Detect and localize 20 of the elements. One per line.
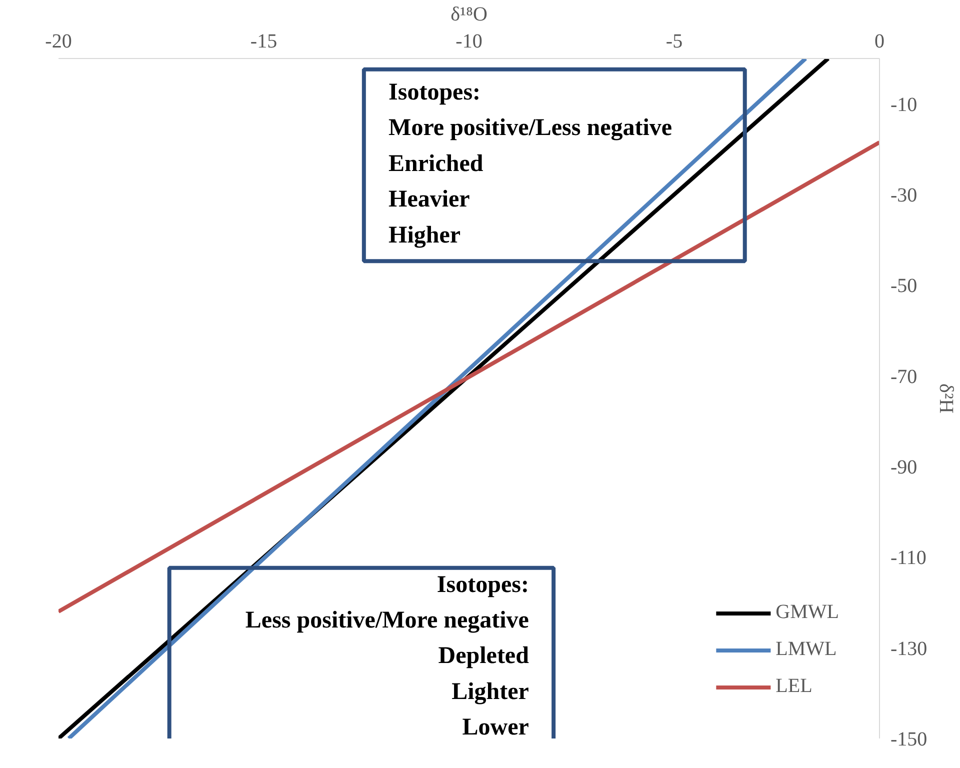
x-tick-label: -15 xyxy=(250,30,278,52)
x-tick-label: -20 xyxy=(45,30,72,52)
y-axis-title: δ²H xyxy=(935,384,958,414)
y-tick-label: -110 xyxy=(890,547,926,570)
y-tick-label: -50 xyxy=(890,275,918,298)
annotation: Isotopes: Less positive/More negative Depleted Lighter Lower xyxy=(245,572,530,741)
legend-label: LEL xyxy=(776,675,812,698)
annotation: Isotopes: More positive/Less negative Enriched Heavier Higher xyxy=(388,80,672,248)
x-tick-label: -10 xyxy=(456,30,482,52)
y-tick-label: -90 xyxy=(890,456,918,478)
y-tick-label: -70 xyxy=(890,366,918,388)
y-tick-label: -30 xyxy=(890,184,918,206)
x-tick-label: -5 xyxy=(666,30,683,52)
y-tick-label: -130 xyxy=(890,638,928,660)
legend-label: LMWL xyxy=(776,638,837,661)
y-tick-label: -10 xyxy=(890,94,918,116)
legend-label: GMWL xyxy=(776,601,839,624)
y-tick-label: -150 xyxy=(890,728,928,750)
x-axis-title: δ¹⁸O xyxy=(450,4,488,26)
x-tick-label: 0 xyxy=(874,30,884,52)
